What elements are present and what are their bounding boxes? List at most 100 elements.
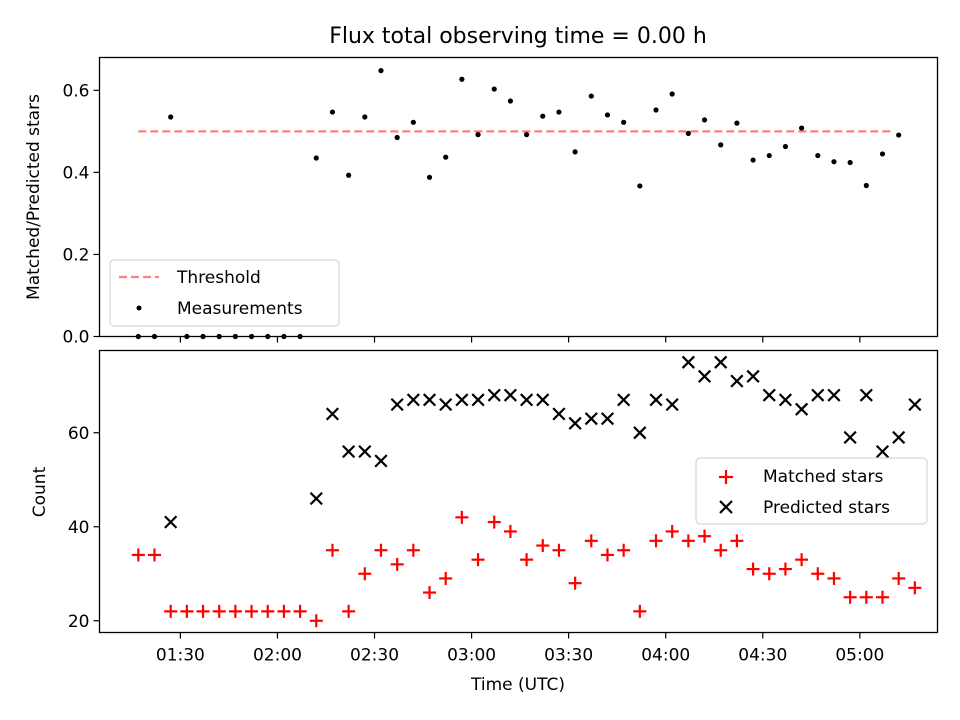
predicted-star-point: [649, 393, 663, 407]
predicted-star-stroke-b: [697, 369, 712, 383]
measurement-point: [540, 113, 546, 119]
matched-star-point: [600, 548, 614, 562]
predicted-star-stroke-b: [843, 430, 857, 445]
matched-star-point: [746, 562, 760, 576]
bottom-y-tick-label: 40: [68, 518, 90, 538]
predicted-star-stroke-b: [422, 393, 437, 407]
predicted-star-point: [633, 426, 647, 440]
measurement-point: [621, 119, 627, 125]
matched-star-point: [245, 604, 259, 618]
predicted-star-point: [471, 393, 485, 407]
predicted-star-stroke-b: [536, 393, 550, 407]
matched-star-point: [309, 614, 323, 628]
measurement-point: [847, 159, 853, 166]
bottom-plot-area: [131, 355, 922, 628]
ratio-panel: Flux total observing time = 0.00 h Match…: [24, 24, 939, 348]
predicted-star-stroke-b: [811, 388, 825, 402]
matched-star-point: [277, 604, 291, 618]
predicted-star-stroke-b: [487, 388, 501, 402]
bottom-axes-frame: [98, 349, 939, 634]
measurement-point: [896, 132, 902, 138]
bottom-legend-box: [695, 457, 928, 525]
predicted-star-stroke-b: [859, 388, 873, 402]
measurement-point: [507, 98, 514, 104]
predicted-star-stroke-b: [309, 491, 323, 506]
predicted-star-stroke-b: [164, 515, 178, 529]
predicted-star-point: [908, 397, 922, 412]
top-axes-frame: [98, 56, 939, 338]
matched-star-point: [374, 543, 388, 557]
matched-star-point: [568, 576, 582, 590]
measurement-point: [329, 109, 336, 115]
measurement-point: [346, 172, 352, 178]
matched-star-point: [778, 562, 792, 576]
matched-star-point: [730, 534, 744, 548]
predicted-star-stroke-b: [746, 369, 760, 383]
predicted-star-point: [697, 369, 712, 383]
predicted-star-point: [859, 388, 873, 402]
measurement-point: [669, 91, 675, 97]
bottom-y-axis-label: Count: [30, 466, 50, 517]
predicted-star-point: [811, 388, 825, 402]
predicted-star-point: [520, 393, 534, 407]
predicted-star-point: [600, 412, 615, 426]
measurement-point: [604, 112, 611, 118]
predicted-star-point: [617, 393, 631, 407]
predicted-star-stroke-b: [406, 393, 420, 407]
top-x-ticks: [179, 336, 861, 343]
measurement-point: [378, 68, 384, 74]
measurement-point: [426, 174, 433, 180]
predicted-star-stroke-b: [778, 393, 793, 407]
matched-star-point: [503, 524, 517, 538]
predicted-star-stroke-b: [520, 393, 534, 407]
matched-star-point: [552, 543, 566, 557]
predicted-star-point: [795, 402, 809, 416]
predicted-star-point: [536, 393, 550, 407]
top-y-axis-label: Matched/Predicted stars: [24, 94, 44, 300]
measurement-point: [313, 155, 319, 161]
predicted-star-point: [455, 393, 469, 407]
predicted-star-stroke-b: [503, 388, 517, 402]
matched-star-point: [536, 539, 550, 553]
top-y-tick-label: 0.6: [62, 81, 89, 101]
predicted-star-point: [892, 430, 906, 445]
predicted-star-point: [503, 388, 517, 402]
predicted-star-stroke-b: [471, 393, 485, 407]
predicted-star-point: [568, 416, 582, 430]
matched-star-point: [665, 524, 679, 538]
matched-star-point: [795, 553, 809, 567]
matched-star-point: [617, 543, 631, 557]
matched-star-point: [261, 604, 275, 618]
predicted-star-stroke-b: [439, 397, 453, 412]
matched-star-point: [762, 567, 776, 581]
measurement-point: [168, 114, 174, 120]
measurement-point: [362, 114, 368, 120]
matched-star-point: [390, 557, 404, 571]
predicted-star-point: [746, 369, 760, 383]
matched-star-point: [228, 604, 242, 618]
matched-star-point: [811, 567, 825, 581]
predicted-star-stroke-b: [714, 355, 728, 369]
matched-star-point: [439, 571, 453, 585]
matched-star-point: [827, 571, 841, 585]
measurement-point: [653, 107, 659, 113]
predicted-star-stroke-b: [600, 412, 615, 426]
predicted-star-stroke-b: [649, 393, 663, 407]
measurement-point: [556, 109, 562, 115]
matched-star-point: [342, 604, 356, 618]
measurement-point: [766, 152, 772, 159]
matched-star-point: [325, 543, 339, 557]
top-y-tick-label: 0.4: [62, 163, 89, 183]
predicted-star-point: [374, 454, 388, 468]
measurement-point: [637, 183, 643, 189]
predicted-star-stroke-b: [568, 416, 582, 430]
predicted-star-point: [390, 397, 404, 412]
measurement-point: [475, 132, 481, 138]
matched-star-point: [520, 553, 534, 567]
matched-star-point: [908, 581, 922, 595]
predicted-star-stroke-b: [633, 426, 647, 440]
bottom-x-tick-label: 05:00: [835, 646, 884, 666]
predicted-star-point: [325, 407, 340, 421]
bottom-x-tick-label: 03:00: [447, 646, 496, 666]
